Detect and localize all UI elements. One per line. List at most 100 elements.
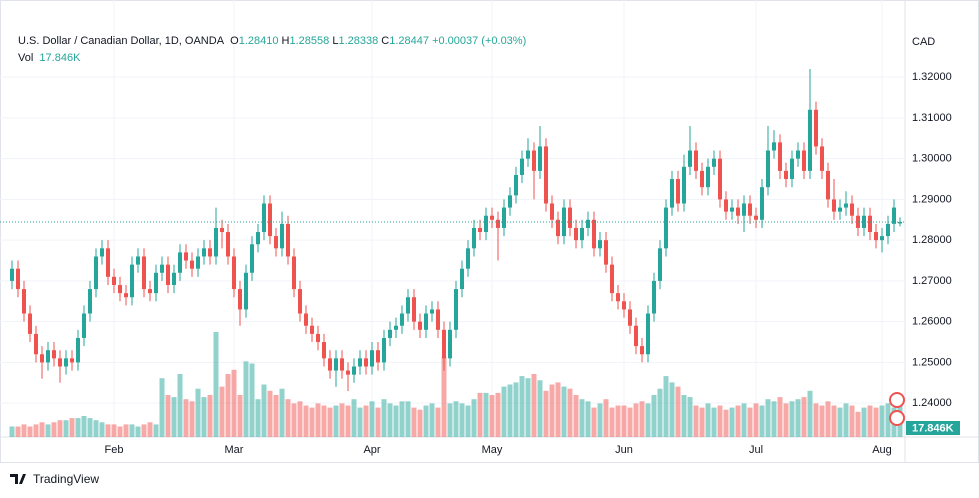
candle-body	[850, 203, 854, 216]
volume-bar	[69, 418, 75, 437]
volume-bar	[21, 424, 27, 437]
header-line: U.S. Dollar / Canadian Dollar, 1D, OANDA…	[18, 35, 526, 47]
event-icon[interactable]	[889, 392, 905, 408]
candle-body	[496, 219, 500, 228]
y-tick-label: 1.31000	[912, 112, 952, 124]
x-tick-label: Jul	[749, 444, 763, 456]
candle-body	[580, 227, 584, 241]
volume-bar	[27, 426, 33, 437]
candle-body	[724, 199, 728, 212]
candle-body	[238, 289, 242, 310]
candle-body	[82, 313, 86, 338]
volume-bar	[723, 409, 729, 437]
candle-body	[478, 227, 482, 233]
volume-bar	[861, 407, 867, 437]
volume-bar	[435, 407, 441, 437]
x-tick-label: Apr	[363, 444, 380, 456]
volume-bar	[495, 392, 501, 437]
volume-bar	[111, 424, 117, 437]
volume-bar	[93, 420, 99, 437]
event-icon[interactable]	[889, 410, 905, 426]
volume-bar	[303, 405, 309, 437]
candle-body	[352, 366, 356, 375]
candle-body	[526, 150, 530, 159]
candle-body	[280, 223, 284, 249]
volume-bar	[327, 407, 333, 437]
candle-body	[88, 289, 92, 314]
volume-bar	[711, 407, 717, 437]
volume-bar	[645, 403, 651, 437]
volume-readout: 17.846K	[39, 52, 81, 64]
volume-bar	[717, 405, 723, 437]
volume-bar	[393, 405, 399, 437]
volume-bar	[291, 403, 297, 437]
candle-body	[58, 358, 62, 367]
candle-body	[772, 142, 776, 151]
candle-body	[346, 370, 350, 375]
candle-body	[538, 146, 542, 171]
candle-body	[472, 227, 476, 249]
volume-bar	[351, 399, 357, 437]
volume-bar	[183, 399, 189, 437]
candle-body	[706, 166, 710, 188]
volume-bar	[555, 382, 561, 437]
volume-bar	[441, 357, 447, 437]
candle-body	[808, 109, 812, 171]
volume-bar	[141, 424, 147, 437]
volume-bar	[129, 424, 135, 437]
volume-bar	[105, 424, 111, 437]
candle-body	[160, 264, 164, 273]
candle-body	[250, 244, 254, 273]
volume-bar	[675, 386, 681, 437]
candle-body	[544, 146, 548, 204]
volume-bar	[729, 407, 735, 437]
x-tick-label: Mar	[225, 444, 244, 456]
candle-body	[868, 215, 872, 233]
candle-body	[28, 313, 32, 334]
candle-body	[22, 289, 26, 314]
volume-bar	[231, 369, 237, 437]
volume-bar	[87, 418, 93, 437]
volume-bar	[465, 405, 471, 437]
candle-body	[892, 207, 896, 224]
volume-bar	[741, 403, 747, 437]
candle-body	[748, 203, 752, 216]
volume-bar	[219, 386, 225, 437]
candle-body	[136, 256, 140, 265]
volume-badge-text: 17.846K	[912, 422, 954, 434]
candle-body	[442, 329, 446, 359]
candle-body	[100, 248, 104, 257]
volume-bar	[471, 399, 477, 437]
candle-body	[16, 268, 20, 290]
candle-body	[130, 264, 134, 298]
volume-bar	[207, 395, 213, 437]
candle-body	[220, 227, 224, 233]
readout-value: 1.28410	[238, 35, 279, 47]
candle-body	[364, 358, 368, 367]
volume-bar	[585, 401, 591, 437]
candle-body	[574, 227, 578, 241]
candle-body	[166, 264, 170, 285]
volume-bar	[753, 403, 759, 437]
volume-bar	[399, 401, 405, 437]
y-tick-label: 1.25000	[912, 356, 952, 368]
volume-bar	[117, 426, 123, 437]
candle-body	[550, 203, 554, 220]
volume-bar	[273, 395, 279, 437]
candle-body	[502, 207, 506, 228]
volume-bar	[705, 403, 711, 437]
candle-body	[592, 219, 596, 249]
volume-bar	[39, 422, 45, 437]
volume-bar	[873, 407, 879, 437]
candle-body	[124, 293, 128, 298]
candle-body	[718, 158, 722, 200]
candle-body	[388, 329, 392, 338]
volume-bar	[879, 405, 885, 437]
volume-bar	[309, 407, 315, 437]
symbol-title: U.S. Dollar / Canadian Dollar, 1D, OANDA	[18, 35, 225, 47]
volume-bar	[663, 376, 669, 437]
candle-body	[232, 256, 236, 290]
candle-body	[520, 158, 524, 175]
volume-bar	[321, 405, 327, 437]
candle-body	[70, 358, 74, 363]
